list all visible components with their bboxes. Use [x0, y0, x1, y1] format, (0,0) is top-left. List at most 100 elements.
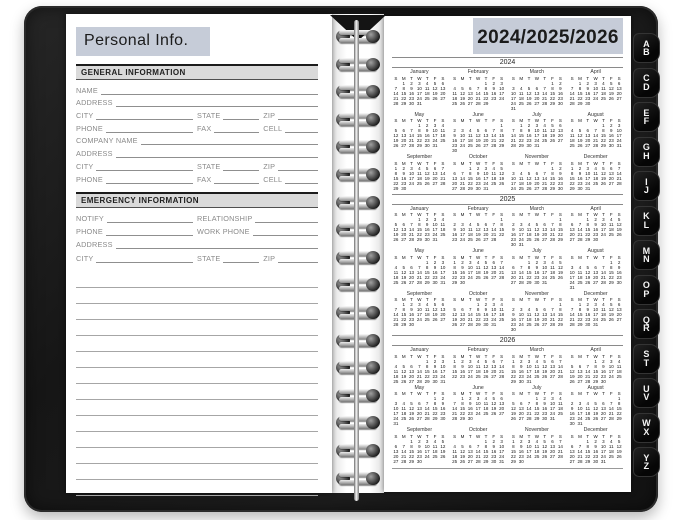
day-cell: 5	[512, 401, 515, 406]
day-cell: 5	[441, 438, 445, 444]
day-cell: 15	[499, 133, 505, 138]
day-cell: 11	[616, 363, 622, 369]
day-cell: 17	[608, 368, 614, 374]
day-cell: 21	[593, 138, 599, 143]
mini-calendar: October S M T W T F S 1 2 3 4 5 6 7 8 9 10 11 12 13 14 15 16 17 1…	[451, 291, 506, 333]
day-cell: 14	[569, 312, 575, 317]
form-field: CITY	[76, 111, 197, 121]
day-cell: 3	[594, 302, 597, 307]
day-cell: 7	[476, 85, 480, 91]
day-cell: 12	[526, 175, 532, 181]
day-cell: 5	[543, 358, 546, 364]
wire-part	[366, 471, 380, 485]
form-row: NAME	[76, 82, 318, 95]
day-cell: 24	[585, 180, 591, 186]
day-cell: 2	[543, 396, 546, 401]
month-name: May	[414, 111, 425, 118]
month-grid: S M T W T F S 1 2 3 4 5 6 7 8 9 10 11 12 13 14 15 16 17 18 19 20 21…	[568, 118, 623, 148]
year-section: 2024 January S M T W T F S 1 2 3 4 5 6 7 8 9 10 11 12 13 14 15 1…	[392, 57, 623, 191]
day-cell: 24	[432, 232, 438, 237]
day-cell: 16	[542, 406, 548, 411]
day-cell: 6	[402, 222, 405, 227]
weekday-header: M	[401, 391, 406, 396]
day-cell: 10	[577, 406, 583, 411]
day-cell: 22	[424, 274, 430, 280]
day-cell: 12	[409, 406, 415, 411]
form-field-line	[278, 168, 318, 171]
day-cell: 20	[600, 411, 606, 416]
day-cell: 31	[510, 105, 516, 111]
day-cell: 5	[551, 123, 554, 128]
weekday-header: S	[441, 75, 445, 81]
weekday-header: T	[410, 353, 413, 359]
day-cell: 7	[500, 358, 503, 364]
day-cell: 17	[459, 232, 465, 237]
weekday-header: F	[433, 391, 437, 396]
day-cell: 8	[469, 170, 472, 176]
day-cell: 17	[600, 448, 606, 454]
day-cell: 10	[593, 307, 599, 312]
day-cell: 1	[578, 80, 582, 86]
day-cell: 7	[610, 401, 613, 406]
tab-letter: B	[643, 47, 650, 57]
day-cell: 23	[585, 317, 591, 322]
day-cell: 3	[441, 358, 445, 364]
day-cell: 1	[453, 259, 456, 265]
day-cell: 11	[526, 227, 532, 232]
weekday-header: S	[617, 212, 621, 217]
day-cell: 27	[608, 180, 614, 186]
day-cell: 12	[569, 368, 575, 374]
day-cell: 8	[551, 170, 554, 176]
day-cell: 29	[401, 100, 407, 106]
day-cell: 4	[433, 438, 437, 444]
day-cell: 10	[534, 128, 540, 133]
wire-part	[366, 30, 380, 43]
day-cell: 8	[500, 128, 503, 133]
day-cell: 26	[608, 317, 614, 322]
day-cell: 21	[569, 95, 575, 101]
tab-letter: I	[645, 176, 648, 187]
weekday-header: F	[551, 75, 554, 81]
day-cell: 8	[586, 443, 590, 449]
weekday-header: W	[475, 75, 481, 81]
mini-calendar: December S M T W T F S 1 2 3 4 5 6 7 8 9 10 11 12 13 14 15 16 17…	[568, 291, 623, 333]
day-cell: 5	[500, 165, 503, 171]
day-cell: 4	[441, 123, 445, 128]
day-cell: 15	[510, 368, 516, 374]
day-cell: 23	[459, 274, 465, 280]
day-cell: 12	[483, 264, 489, 270]
day-cell: 16	[585, 90, 591, 96]
day-cell: 8	[519, 128, 523, 133]
months-row: January S M T W T F S 1 2 3 4 5 6 7 8 9 10 11 12 13 14 15 16 17 1…	[392, 206, 623, 248]
day-cell: 5	[433, 302, 437, 307]
form-field: CITY	[76, 254, 197, 263]
weekday-header: M	[401, 433, 406, 439]
weekday-header: T	[586, 118, 590, 123]
form-field-label: CELL	[263, 174, 283, 184]
weekday-header: W	[475, 118, 481, 123]
form-row: NOTIFY RELATIONSHIP	[76, 210, 318, 223]
day-cell: 13	[557, 128, 563, 133]
form-field: PHONE	[76, 124, 197, 133]
form-field: FAX	[197, 175, 263, 184]
weekday-header: F	[551, 353, 554, 359]
weekday-header: F	[492, 118, 496, 123]
day-cell: 21	[416, 373, 422, 379]
day-cell: 18	[550, 269, 556, 275]
weekday-header: T	[602, 297, 605, 302]
day-cell: 25	[518, 100, 524, 106]
month-name: July	[532, 248, 542, 254]
